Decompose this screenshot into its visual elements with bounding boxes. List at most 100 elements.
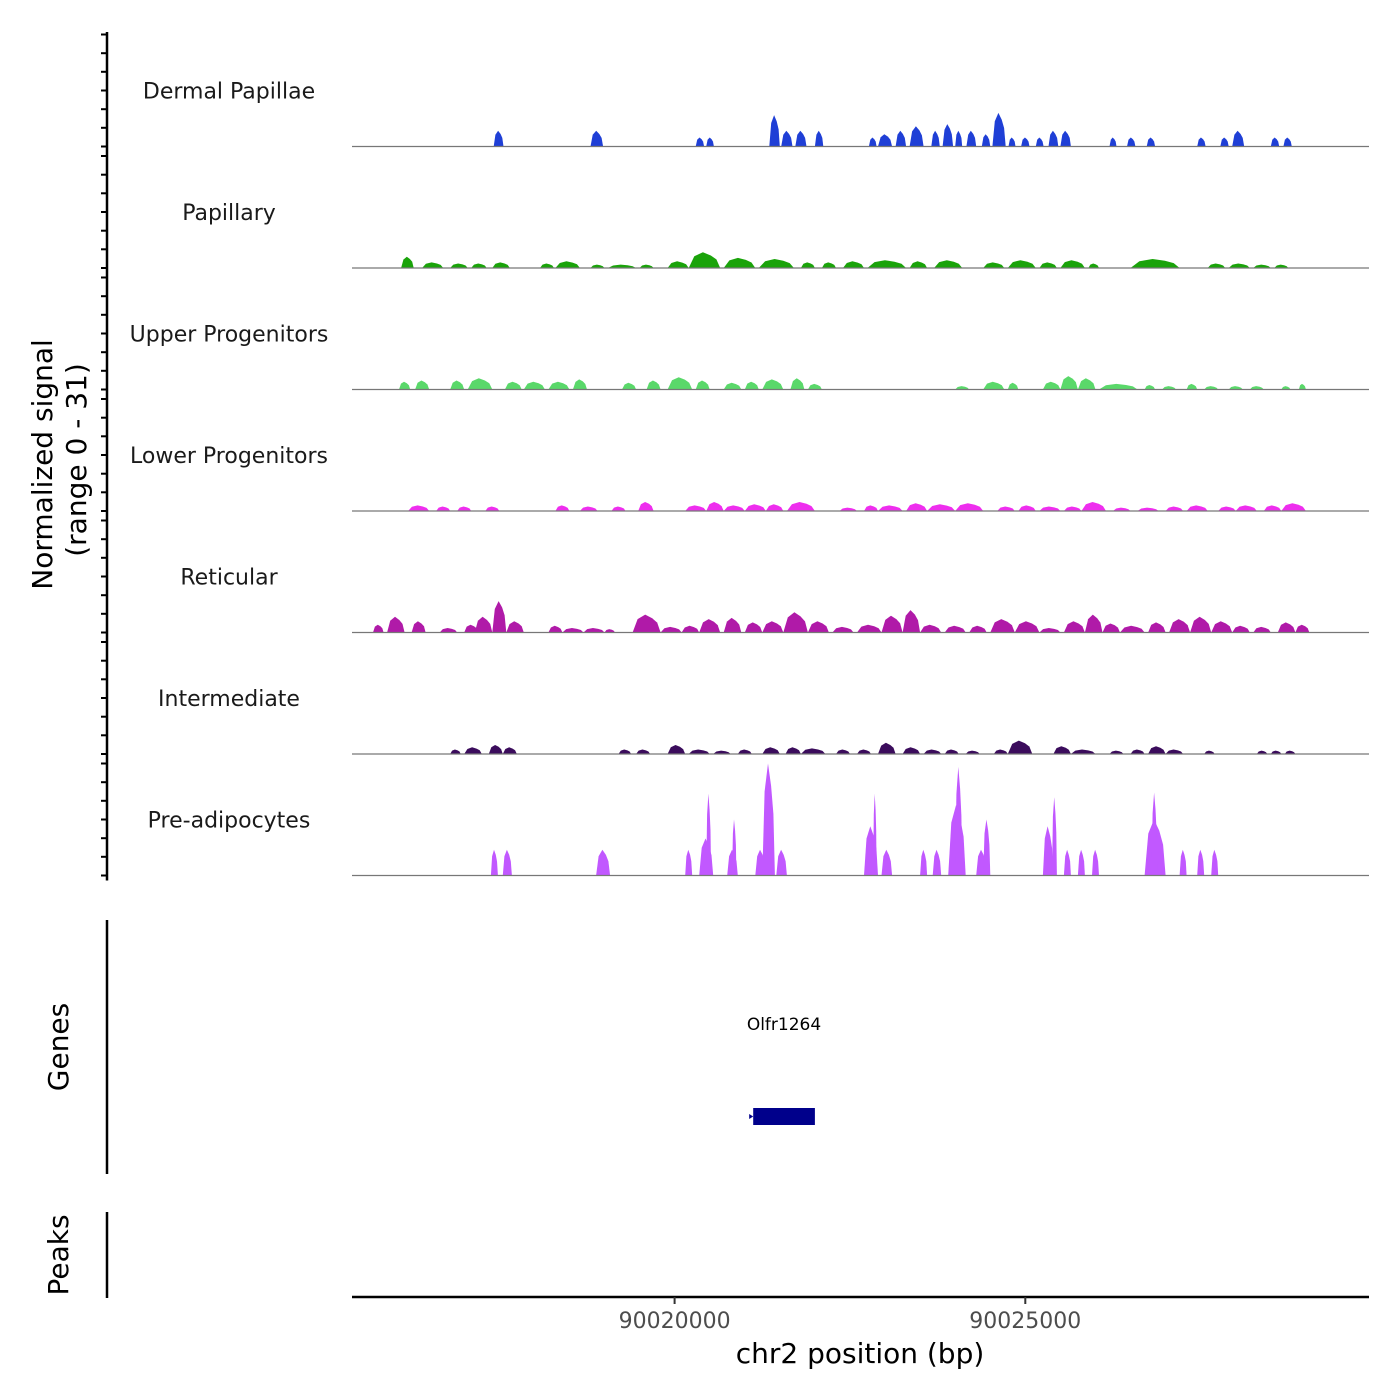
coverage-peak (966, 130, 977, 147)
coverage-peak (1092, 849, 1099, 876)
track-pre-adipocytes: Pre-adipocytes (148, 763, 1369, 877)
signal-y-axis (101, 32, 109, 881)
coverage-peak (832, 626, 854, 633)
coverage-peak (1084, 614, 1103, 633)
coverage-peak (1088, 263, 1099, 268)
track-lower-progenitors: Lower Progenitors (130, 444, 1369, 512)
coverage-peak (1113, 507, 1131, 511)
coverage-peak (667, 261, 689, 268)
coverage-peak (807, 621, 829, 633)
coverage-peak (1042, 381, 1061, 390)
coverage-peak (467, 378, 493, 390)
coverage-peak (681, 625, 700, 633)
coverage-peak (762, 621, 784, 633)
coverage-peak (695, 380, 710, 390)
coverage-peak (1060, 130, 1071, 147)
coverage-peak (502, 747, 517, 754)
signal-axis-title: Normalized signal (range 0 - 31) (26, 330, 93, 589)
coverage-peak (1281, 503, 1306, 511)
coverage-peak (493, 130, 504, 147)
coverage-peak (1130, 749, 1145, 754)
coverage-peak (1053, 746, 1071, 754)
coverage-peak (562, 628, 584, 633)
coverage-peak (399, 381, 411, 390)
coverage-peak (1228, 263, 1250, 268)
coverage-peak (1035, 137, 1044, 147)
coverage-peak (944, 749, 959, 754)
coverage-peak (373, 624, 384, 633)
coverage-peak (902, 610, 921, 633)
coverage-peak (800, 262, 815, 268)
coverage-peak (765, 504, 784, 511)
coverage-peak (1190, 616, 1212, 633)
coverage-peak (839, 507, 857, 511)
coverage-peak (1063, 849, 1071, 876)
coverage-peak (1130, 259, 1180, 268)
coverage-peak (639, 264, 654, 268)
gene-label: Olfr1264 (747, 1015, 821, 1035)
coverage-peak (955, 503, 984, 511)
coverage-peak (932, 849, 942, 876)
coverage-peak (744, 504, 766, 511)
coverage-peak (555, 505, 570, 511)
coverage-peak (422, 262, 444, 268)
coverage-peak (401, 256, 414, 268)
coverage-peak (523, 381, 545, 390)
coverage-peak (997, 506, 1015, 511)
coverage-peak (415, 380, 430, 390)
coverage-peak (723, 505, 745, 511)
coverage-peak (769, 115, 780, 147)
coverage-peak (436, 506, 451, 511)
coverage-peak (1137, 507, 1159, 511)
coverage-peak (1109, 750, 1124, 754)
coverage-peak (981, 134, 991, 147)
coverage-peak (723, 257, 756, 268)
coverage-peak (776, 849, 787, 876)
coverage-peak (1186, 505, 1208, 511)
coverage-peak (795, 130, 807, 147)
track-label: Papillary (182, 201, 276, 226)
coverage-peak (723, 382, 742, 390)
coverage-peak (579, 506, 598, 511)
coverage-peak (464, 747, 482, 754)
coverage-peak (1281, 386, 1291, 390)
coverage-peak (1211, 849, 1219, 876)
coverage-peak (1270, 750, 1282, 754)
coverage-peak (1120, 625, 1145, 633)
coverage-peak (1165, 506, 1184, 511)
coverage-peak (1008, 137, 1016, 147)
coverage-peak (1179, 849, 1187, 876)
coverage-peak (1007, 382, 1019, 390)
coverage-peak (660, 626, 682, 633)
coverage-peak (1218, 506, 1236, 511)
coverage-peak (636, 749, 651, 754)
coverage-peak (906, 503, 928, 511)
coverage-peak (572, 379, 587, 390)
coverage-peak (732, 819, 737, 876)
coverage-peak (408, 505, 430, 511)
coverage-peak (1070, 749, 1096, 754)
coverage-peak (873, 793, 877, 876)
coverage-peak (411, 621, 426, 633)
coverage-peak (540, 263, 554, 268)
coverage-peak (1204, 386, 1219, 390)
coverage-peak (931, 130, 940, 147)
coverage-peak (781, 130, 793, 147)
coverage-peak (608, 264, 637, 268)
coverage-peak (504, 381, 522, 390)
coverage-peak (1077, 849, 1085, 876)
coverage-peak (785, 747, 801, 754)
coverage-peak (1283, 137, 1292, 147)
coverage-peak (1232, 625, 1250, 633)
track-intermediate: Intermediate (158, 687, 1369, 755)
coverage-peak (955, 386, 970, 390)
coverage-peak (1007, 740, 1033, 754)
coverage-peak (1232, 130, 1245, 147)
coverage-peak (955, 766, 963, 876)
coverage-peak (965, 750, 980, 754)
track-papillary: Papillary (182, 201, 1369, 269)
coverage-peak (993, 749, 1008, 754)
coverage-peak (713, 750, 731, 754)
coverage-peak (450, 263, 468, 268)
coverage-peak (934, 260, 963, 268)
